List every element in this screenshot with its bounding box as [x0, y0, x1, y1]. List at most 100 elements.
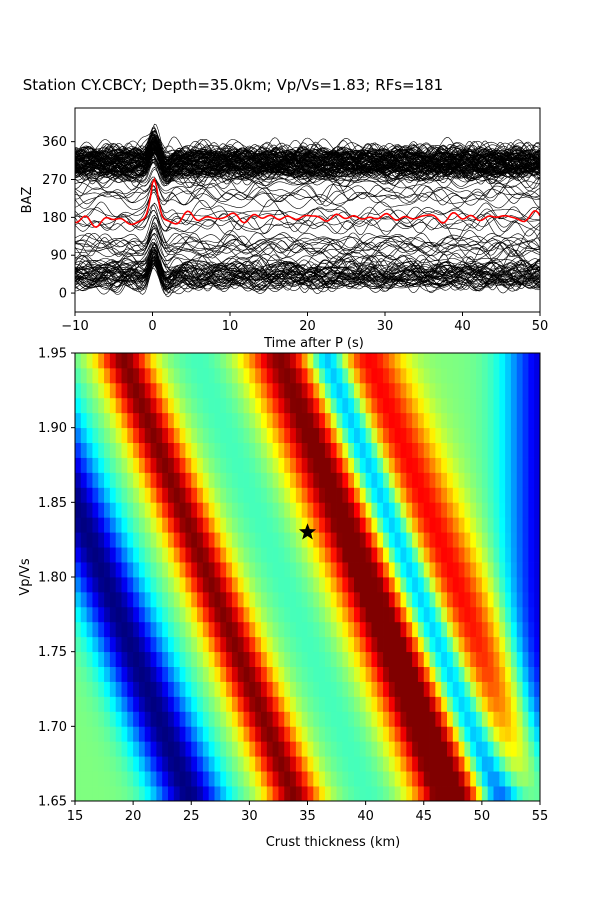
heatmap-cell: [377, 726, 384, 742]
heatmap-cell: [266, 591, 274, 608]
rf-trace: [75, 136, 540, 168]
heatmap-cell: [168, 591, 175, 608]
heatmap-cell: [75, 711, 82, 727]
heatmap-cell: [220, 741, 227, 757]
heatmap-cell: [383, 412, 390, 429]
heatmap-cell: [354, 606, 361, 623]
heatmap-cell: [266, 621, 274, 638]
heatmap-cell: [115, 367, 122, 384]
heatmap-cell: [92, 532, 99, 548]
rf-trace: [75, 130, 540, 165]
heatmap-cell: [86, 547, 93, 563]
heatmap-cell: [441, 353, 448, 369]
heatmap-cell: [313, 786, 320, 802]
heatmap-cell: [226, 532, 233, 548]
heatmap-cell: [162, 741, 169, 757]
heatmap-cell: [522, 681, 529, 697]
heatmap-cell: [324, 711, 332, 727]
heatmap-cell: [359, 606, 367, 623]
heatmap-cell: [121, 651, 128, 667]
heatmap-cell: [499, 696, 506, 712]
heatmap-cell: [348, 562, 355, 578]
heatmap-cell: [162, 427, 169, 443]
heatmap-cell: [354, 756, 361, 772]
heatmap-cell: [522, 442, 529, 458]
heatmap-cell: [301, 562, 308, 578]
heatmap-cell: [173, 771, 181, 787]
heatmap-cell: [336, 711, 343, 727]
heatmap-cell: [377, 651, 384, 667]
heatmap-cell: [377, 636, 384, 653]
heatmap-cell: [109, 681, 117, 697]
heatmap-cell: [510, 457, 518, 473]
heatmap-cell: [458, 771, 465, 787]
heatmap-cell: [144, 741, 151, 757]
rf-trace: [75, 232, 540, 259]
rf-trace: [75, 257, 540, 287]
heatmap-cell: [202, 457, 210, 473]
heatmap-cell: [354, 442, 361, 458]
heatmap-cell: [365, 457, 372, 473]
heatmap-cell: [179, 636, 186, 653]
heatmap-cell: [388, 591, 396, 608]
heatmap-cell: [290, 636, 297, 653]
heatmap-cell: [226, 726, 233, 742]
heatmap-cell: [231, 397, 239, 414]
heatmap-cell: [133, 532, 140, 548]
heatmap-cell: [447, 442, 454, 458]
heatmap-cell: [330, 636, 337, 653]
heatmap-cell: [75, 726, 82, 742]
heatmap-cell: [336, 786, 343, 802]
heatmap-cell: [441, 532, 448, 548]
heatmap-cell: [197, 502, 204, 518]
heatmap-cell: [394, 577, 401, 593]
heatmap-cell: [162, 606, 169, 623]
heatmap-cell: [371, 756, 378, 772]
heatmap-cell: [313, 651, 320, 667]
heatmap-cell: [231, 442, 239, 458]
heatmap-cell: [92, 517, 99, 533]
heatmap-cell: [487, 696, 494, 712]
rf-x-tick-label: 50: [532, 319, 549, 334]
hk-y-tick-label: 1.75: [38, 645, 67, 660]
heatmap-cell: [255, 696, 262, 712]
heatmap-cell: [261, 606, 268, 623]
heatmap-cell: [412, 532, 419, 548]
heatmap-cell: [75, 756, 82, 772]
heatmap-cell: [313, 353, 320, 369]
heatmap-cell: [150, 397, 157, 414]
heatmap-cell: [493, 606, 500, 623]
heatmap-cell: [127, 577, 134, 593]
heatmap-cell: [365, 367, 372, 384]
heatmap-cell: [179, 771, 186, 787]
heatmap-cell: [348, 487, 355, 503]
heatmap-cell: [243, 756, 250, 772]
heatmap-cell: [528, 696, 535, 712]
heatmap-cell: [220, 666, 227, 682]
heatmap-cell: [447, 367, 454, 384]
hk-y-axis: 1.651.701.751.801.851.901.95: [38, 347, 75, 810]
heatmap-cell: [104, 427, 111, 443]
heatmap-cell: [231, 636, 239, 653]
heatmap-cell: [429, 517, 436, 533]
heatmap-cell: [220, 651, 227, 667]
heatmap-cell: [307, 636, 314, 653]
heatmap-cell: [295, 502, 303, 518]
figure-title: Station CY.CBCY; Depth=35.0km; Vp/Vs=1.8…: [23, 76, 443, 94]
heatmap-cell: [92, 502, 99, 518]
heatmap-cell: [522, 786, 529, 802]
heatmap-cell: [359, 382, 367, 399]
heatmap-cell: [400, 636, 407, 653]
heatmap-cell: [406, 353, 413, 369]
heatmap-cell: [499, 502, 506, 518]
heatmap-cell: [168, 472, 175, 488]
heatmap-cell: [348, 517, 355, 533]
heatmap-cell: [481, 681, 489, 697]
heatmap-cell: [493, 666, 500, 682]
rf-trace: [75, 222, 540, 251]
heatmap-cell: [272, 681, 279, 697]
heatmap-cell: [80, 651, 88, 667]
heatmap-cell: [481, 517, 489, 533]
heatmap-cell: [534, 562, 541, 578]
heatmap-cell: [522, 412, 529, 429]
